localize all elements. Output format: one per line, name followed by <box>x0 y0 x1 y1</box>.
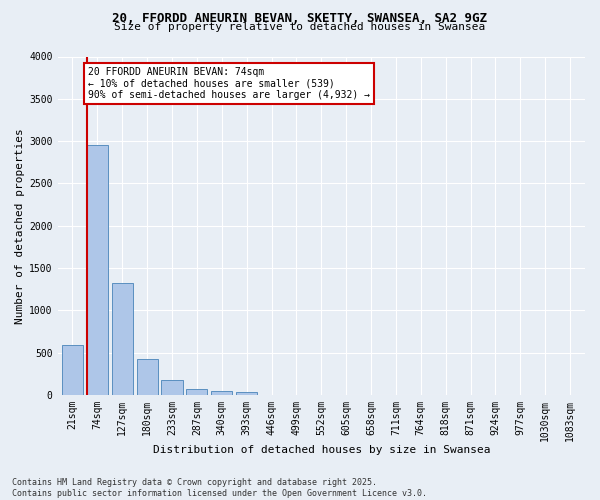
Text: Size of property relative to detached houses in Swansea: Size of property relative to detached ho… <box>115 22 485 32</box>
Bar <box>62 345 83 395</box>
Bar <box>137 360 158 395</box>
Bar <box>211 392 232 395</box>
Y-axis label: Number of detached properties: Number of detached properties <box>15 128 25 324</box>
Bar <box>186 390 208 395</box>
Text: 20, FFORDD ANEURIN BEVAN, SKETTY, SWANSEA, SA2 9GZ: 20, FFORDD ANEURIN BEVAN, SKETTY, SWANSE… <box>113 12 487 26</box>
Text: 20 FFORDD ANEURIN BEVAN: 74sqm
← 10% of detached houses are smaller (539)
90% of: 20 FFORDD ANEURIN BEVAN: 74sqm ← 10% of … <box>88 66 370 100</box>
X-axis label: Distribution of detached houses by size in Swansea: Distribution of detached houses by size … <box>152 445 490 455</box>
Bar <box>112 283 133 395</box>
Bar <box>87 146 108 395</box>
Bar <box>236 392 257 395</box>
Bar <box>161 380 182 395</box>
Text: Contains HM Land Registry data © Crown copyright and database right 2025.
Contai: Contains HM Land Registry data © Crown c… <box>12 478 427 498</box>
